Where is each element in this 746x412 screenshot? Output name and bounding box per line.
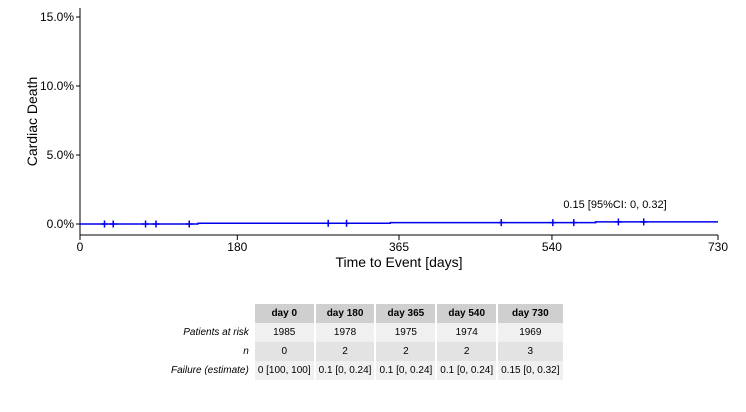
table-cell: 0.1 [0, 0.24] [315, 361, 375, 380]
y-tick-label: 15.0% [40, 10, 74, 24]
x-tick-label: 180 [227, 240, 247, 254]
table-row: Failure (estimate) 0 [100, 100] 0.1 [0, … [168, 361, 563, 380]
table-row: n 0 2 2 2 3 [168, 342, 563, 361]
table-cell: 0 [100, 100] [254, 361, 314, 380]
y-tick-label: 0.0% [47, 217, 75, 231]
row-label: n [243, 346, 249, 357]
table-header-cell: day 730 [498, 304, 563, 323]
table-cell: 0.15 [0, 0.32] [498, 361, 563, 380]
km-chart: 0.0% 5.0% 10.0% 15.0% 0 180 365 540 730 Time to E… [24, 8, 728, 270]
row-label: Patients at risk [183, 327, 249, 338]
x-tick-label: 730 [708, 240, 728, 254]
table-cell: 0.1 [0, 0.24] [376, 361, 436, 380]
y-tick-label: 10.0% [40, 79, 74, 93]
table-corner [168, 304, 253, 323]
table-cell: 1978 [315, 323, 375, 342]
table-header-cell: day 180 [315, 304, 375, 323]
x-tick-label: 0 [77, 240, 84, 254]
estimate-annotation: 0.15 [95%CI: 0, 0.32] [563, 199, 666, 211]
table-cell: 2 [315, 342, 375, 361]
table-cell: 0 [254, 342, 314, 361]
row-label: Failure (estimate) [171, 365, 249, 376]
table-cell: 1985 [254, 323, 314, 342]
table-cell: 1974 [437, 323, 497, 342]
km-step-line [80, 221, 718, 225]
x-tick-label: 365 [389, 240, 409, 254]
table-header-cell: day 540 [437, 304, 497, 323]
table-cell: 1969 [498, 323, 563, 342]
table-header-cell: day 365 [376, 304, 436, 323]
x-axis-label: Time to Event [days] [335, 254, 462, 270]
table-cell: 2 [437, 342, 497, 361]
x-tick-label: 540 [542, 240, 562, 254]
table-cell: 0.1 [0, 0.24] [437, 361, 497, 380]
table-cell: 3 [498, 342, 563, 361]
y-axis-label: Cardiac Death [24, 77, 40, 167]
table-cell: 2 [376, 342, 436, 361]
table-cell: 1975 [376, 323, 436, 342]
table-row: Patients at risk 1985 1978 1975 1974 196… [168, 323, 563, 342]
y-tick-label: 5.0% [47, 148, 75, 162]
table-header-row: day 0 day 180 day 365 day 540 day 730 [168, 304, 563, 323]
risk-table: day 0 day 180 day 365 day 540 day 730 Pa… [166, 304, 565, 380]
table-header-cell: day 0 [254, 304, 314, 323]
